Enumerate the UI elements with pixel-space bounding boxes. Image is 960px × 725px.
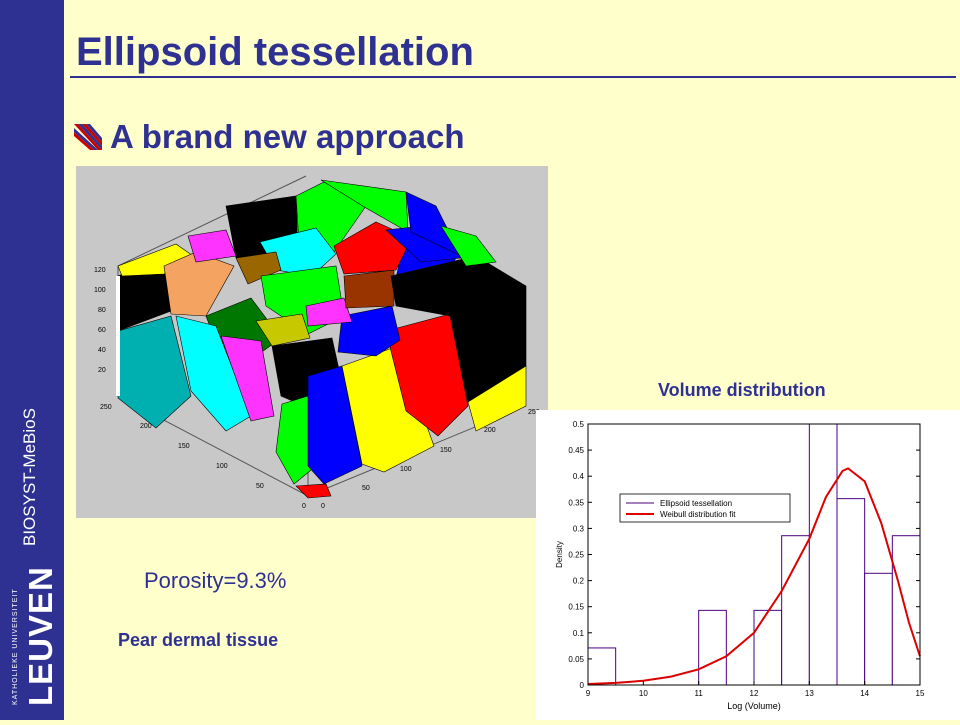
- slide-title: Ellipsoid tessellation: [76, 30, 474, 74]
- y-tick-label: 0.4: [573, 472, 585, 481]
- chart-legend: Ellipsoid tessellation Weibull distribut…: [619, 493, 791, 523]
- histogram-bar: [698, 609, 727, 686]
- y-axis-label: Density: [555, 541, 564, 568]
- bullet-stripes-icon: [74, 124, 102, 150]
- y-tick-label: 50: [256, 483, 264, 490]
- histogram-bar: [587, 647, 617, 686]
- volume-chart-title: Volume distribution: [658, 380, 826, 400]
- x-tick-label: 100: [400, 466, 412, 473]
- weibull-fit-line: [587, 467, 921, 685]
- x-tick-label: 15: [916, 689, 925, 698]
- volume-chart: 0 0.05 0.1 0.15 0.2 0.25 0.3 0.35 0.4 0.45 0.5 9 10…: [536, 410, 960, 720]
- x-tick-label: 12: [750, 689, 759, 698]
- logo-subtitle: KATHOLIEKE UNIVERSITEIT: [12, 588, 19, 705]
- bullet-text: A brand new approach: [110, 118, 465, 155]
- histogram-bar: [808, 423, 838, 686]
- x-tick-label: 50: [362, 485, 370, 492]
- histogram-bar: [836, 498, 866, 686]
- y-tick-label: 150: [178, 443, 190, 450]
- z-tick-label: 100: [94, 287, 106, 294]
- title-rule: [70, 76, 956, 78]
- y-tick-label: 0.15: [568, 603, 584, 612]
- x-axis-label: Log (Volume): [727, 701, 781, 711]
- x-tick-label: 250: [528, 409, 540, 416]
- x-tick-label: 0: [321, 503, 325, 510]
- histogram-bar: [781, 535, 810, 686]
- tessellation-svg: 120 100 80 60 40 20 250 200 150 100 50 0…: [94, 175, 540, 510]
- x-tick-label: 13: [805, 689, 814, 698]
- y-tick-label: 0.25: [568, 551, 584, 560]
- tissue-caption: Pear dermal tissue: [118, 630, 279, 650]
- x-tick-label: 10: [639, 689, 648, 698]
- sidebar-label-wrap: BIOSYST-MeBioS: [20, 350, 50, 550]
- tessellation-3d-render: 120 100 80 60 40 20 250 200 150 100 50 0…: [76, 166, 548, 518]
- logo-leuven: LEUVEN: [22, 566, 59, 706]
- porosity-label: Porosity=9.3%: [144, 568, 287, 593]
- legend-entry: Weibull distribution fit: [660, 510, 736, 519]
- y-tick-label: 0: [302, 503, 306, 510]
- y-tick-label: 250: [100, 404, 112, 411]
- logo-wrap: LEUVEN: [22, 556, 59, 706]
- z-tick-label: 20: [98, 367, 106, 374]
- x-tick-label: 11: [695, 689, 704, 698]
- z-tick-label: 80: [98, 307, 106, 314]
- y-tick-label: 0.35: [568, 498, 584, 507]
- histogram-bar: [864, 572, 893, 686]
- y-tick-label: 0.05: [568, 655, 584, 664]
- legend-entry: Ellipsoid tessellation: [660, 499, 732, 508]
- z-tick-label: 120: [94, 267, 106, 274]
- y-tick-label: 0.3: [573, 524, 585, 533]
- y-tick-label: 0.1: [573, 629, 585, 638]
- x-tick-label: 200: [484, 427, 496, 434]
- y-tick-label: 0.2: [573, 577, 585, 586]
- y-tick-label: 100: [216, 463, 228, 470]
- sidebar-label: BIOSYST-MeBioS: [20, 408, 39, 546]
- sidebar-band: BIOSYST-MeBioS KATHOLIEKE UNIVERSITEIT L…: [0, 0, 64, 720]
- y-tick-label: 0.5: [573, 420, 585, 429]
- title-rule-left: [6, 76, 58, 78]
- volume-chart-svg: 0 0.05 0.1 0.15 0.2 0.25 0.3 0.35 0.4 0.45 0.5 9 10…: [555, 420, 925, 711]
- z-tick-label: 40: [98, 347, 106, 354]
- y-tick-label: 200: [140, 423, 152, 430]
- z-tick-label: 60: [98, 327, 106, 334]
- x-tick-label: 14: [860, 689, 869, 698]
- x-tick-label: 150: [440, 447, 452, 454]
- y-tick-label: 0: [580, 681, 585, 690]
- x-tick-label: 9: [586, 689, 591, 698]
- histogram-bar: [753, 609, 783, 686]
- y-tick-label: 0.45: [568, 446, 584, 455]
